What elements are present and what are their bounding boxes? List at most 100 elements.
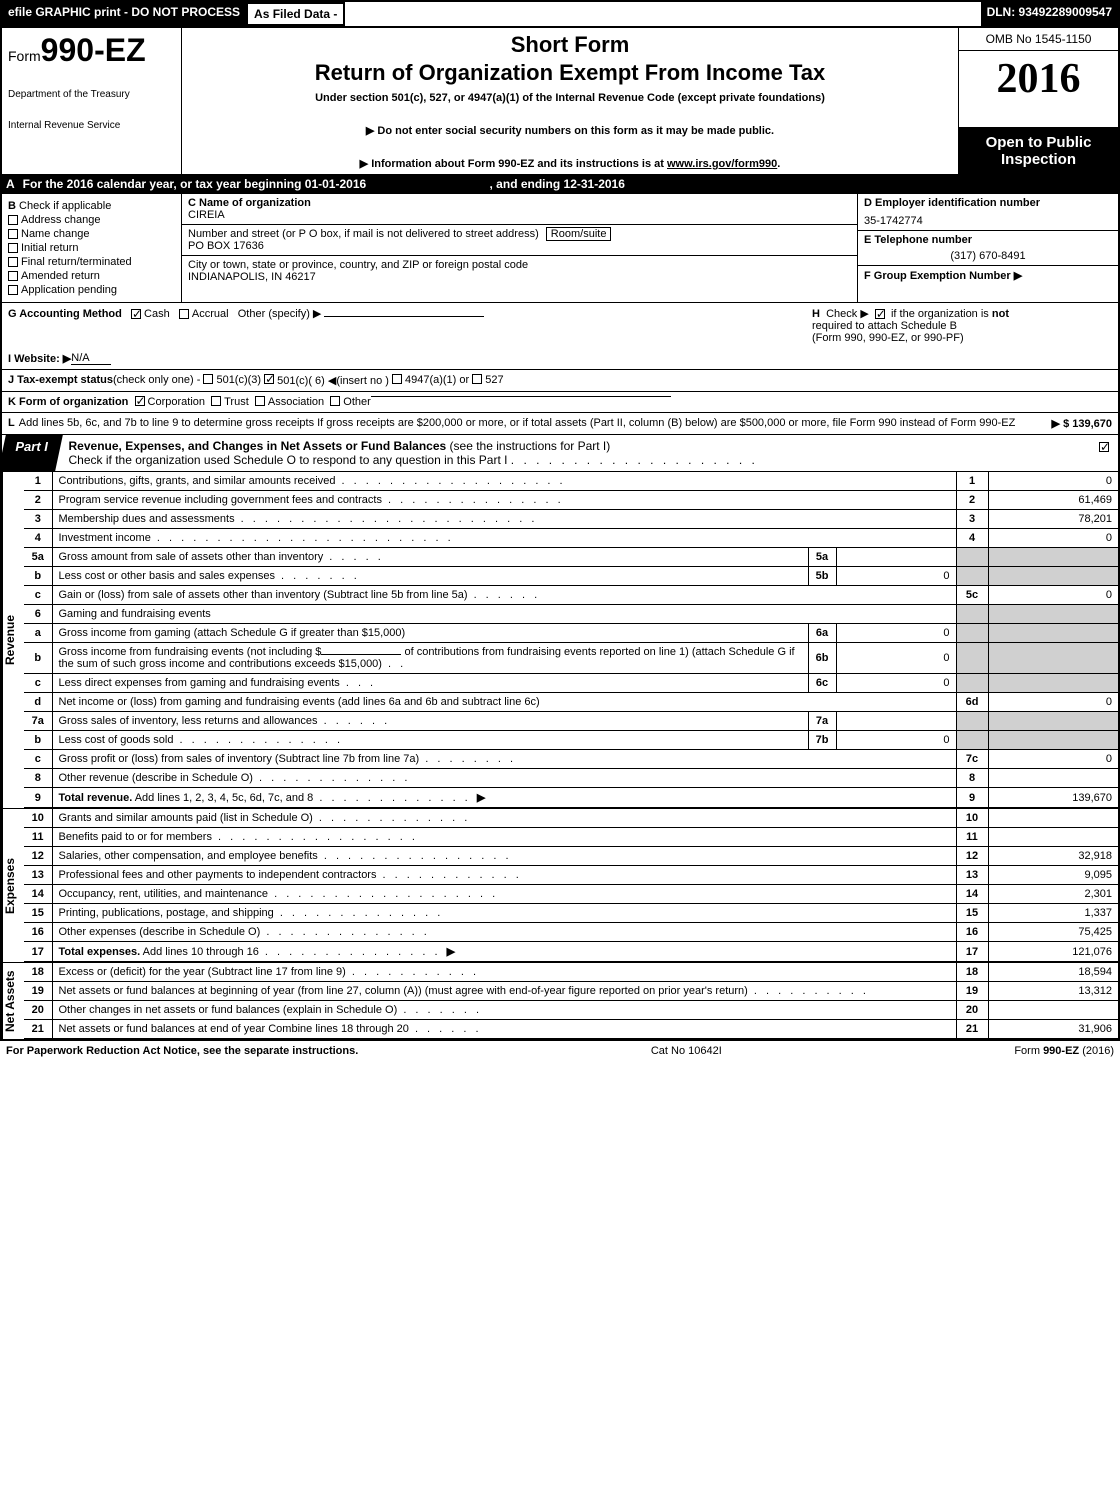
line-7c-box: 7c <box>956 750 988 769</box>
cb-schedule-b[interactable] <box>875 309 885 319</box>
line-12-num: 12 <box>24 847 52 866</box>
line-2-box: 2 <box>956 491 988 510</box>
line-8-num: 8 <box>24 769 52 788</box>
line-18-desc: Excess or (deficit) for the year (Subtra… <box>52 963 956 982</box>
cb-final-return[interactable]: Final return/terminated <box>8 256 175 268</box>
notice-2: ▶ Information about Form 990-EZ and its … <box>192 157 948 170</box>
col-c: C Name of organization CIREIA Number and… <box>182 194 858 302</box>
cb-corporation[interactable] <box>135 396 145 406</box>
notice-1: ▶ Do not enter social security numbers o… <box>192 124 948 137</box>
notice-link[interactable]: www.irs.gov/form990 <box>667 158 777 170</box>
cb-amended-return[interactable]: Amended return <box>8 270 175 282</box>
org-city-row: City or town, state or province, country… <box>182 256 857 286</box>
k-o3: Association <box>268 396 324 408</box>
line-15-box: 15 <box>956 904 988 923</box>
line-5c: c Gain or (loss) from sale of assets oth… <box>24 586 1118 605</box>
cb-application-pending[interactable]: Application pending <box>8 284 175 296</box>
part-1-sub: (see the instructions for Part I) <box>450 439 611 453</box>
line-13-val: 9,095 <box>988 866 1118 885</box>
k-o1: Corporation <box>148 396 205 408</box>
c-city-label: City or town, state or province, country… <box>188 259 851 271</box>
d-label: D Employer identification number <box>864 197 1112 209</box>
cb-final-return-label: Final return/terminated <box>21 256 132 268</box>
line-6c-subval: 0 <box>836 674 956 693</box>
top-bar: efile GRAPHIC print - DO NOT PROCESS As … <box>2 2 1118 28</box>
line-21-num: 21 <box>24 1020 52 1039</box>
k-o2: Trust <box>224 396 249 408</box>
cb-501c3[interactable] <box>203 374 213 384</box>
cb-4947[interactable] <box>392 374 402 384</box>
line-10-num: 10 <box>24 809 52 828</box>
cb-501c[interactable] <box>264 374 274 384</box>
g-label: G Accounting Method <box>8 308 122 320</box>
net-assets-side-label: Net Assets <box>2 963 24 1039</box>
col-def: D Employer identification number 35-1742… <box>858 194 1118 302</box>
line-4-desc: Investment income . . . . . . . . . . . … <box>52 529 956 548</box>
line-5a-box-grey <box>956 548 988 567</box>
short-form-title: Short Form <box>192 32 948 58</box>
k-label: K Form of organization <box>8 396 128 408</box>
line-6b: b Gross income from fundraising events (… <box>24 643 1118 674</box>
line-3-desc: Membership dues and assessments . . . . … <box>52 510 956 529</box>
cb-initial-return[interactable]: Initial return <box>8 242 175 254</box>
cb-other-org[interactable] <box>330 396 340 406</box>
cb-cash[interactable] <box>131 309 141 319</box>
line-18-num: 18 <box>24 963 52 982</box>
line-6d: d Net income or (loss) from gaming and f… <box>24 693 1118 712</box>
cash-label: Cash <box>144 308 170 320</box>
cb-527[interactable] <box>472 374 482 384</box>
part-1-tag: Part I <box>0 435 62 471</box>
line-6c: c Less direct expenses from gaming and f… <box>24 674 1118 693</box>
dots: . . . . . . . . . . . . . . . . . . . . <box>511 453 758 467</box>
part-1-tag-text: Part I <box>15 439 48 454</box>
line-7a-val-grey <box>988 712 1118 731</box>
line-6b-subval: 0 <box>836 643 956 674</box>
row-a: A For the 2016 calendar year, or tax yea… <box>2 175 1118 194</box>
line-13-desc: Professional fees and other payments to … <box>52 866 956 885</box>
part-1-title: Revenue, Expenses, and Changes in Net As… <box>67 435 1093 471</box>
k-o4: Other <box>343 396 371 408</box>
efile-label: efile GRAPHIC print - DO NOT PROCESS <box>2 2 246 26</box>
line-14-val: 2,301 <box>988 885 1118 904</box>
line-6d-num: d <box>24 693 52 712</box>
h-check: Check ▶ <box>826 308 869 320</box>
cb-initial-return-label: Initial return <box>21 242 78 254</box>
part-1-checkbox[interactable] <box>1093 435 1118 471</box>
other-org-line <box>371 396 671 397</box>
row-a-text: For the 2016 calendar year, or tax year … <box>19 175 1118 193</box>
line-14: 14 Occupancy, rent, utilities, and maint… <box>24 885 1118 904</box>
line-5a-subval <box>836 548 956 567</box>
line-14-num: 14 <box>24 885 52 904</box>
cb-association[interactable] <box>255 396 265 406</box>
line-19-num: 19 <box>24 982 52 1001</box>
org-name-row: C Name of organization CIREIA <box>182 194 857 225</box>
expenses-section: Expenses 10 Grants and similar amounts p… <box>2 809 1118 963</box>
line-13-num: 13 <box>24 866 52 885</box>
row-a-label: A <box>2 175 19 193</box>
line-6-box-grey <box>956 605 988 624</box>
footer: For Paperwork Reduction Act Notice, see … <box>0 1041 1120 1061</box>
line-7c-desc: Gross profit or (loss) from sales of inv… <box>52 750 956 769</box>
line-8-box: 8 <box>956 769 988 788</box>
line-4: 4 Investment income . . . . . . . . . . … <box>24 529 1118 548</box>
cb-address-change[interactable]: Address change <box>8 214 175 226</box>
line-1-val: 0 <box>988 472 1118 491</box>
cb-accrual[interactable] <box>179 309 189 319</box>
addr-label-text: Number and street (or P O box, if mail i… <box>188 228 539 240</box>
section-b-header: B Check if applicable <box>8 200 175 212</box>
form-prefix: Form <box>8 48 41 64</box>
line-12-box: 12 <box>956 847 988 866</box>
col-b: B Check if applicable Address change Nam… <box>2 194 182 302</box>
expenses-side-label: Expenses <box>2 809 24 962</box>
line-17-desc: Total expenses. Add lines 10 through 16 … <box>52 942 956 962</box>
row-k: K Form of organization Corporation Trust… <box>2 392 1118 413</box>
line-20-box: 20 <box>956 1001 988 1020</box>
line-6b-sub: 6b <box>808 643 836 674</box>
row-j: J Tax-exempt status (check only one) - 5… <box>2 370 1118 392</box>
cb-trust[interactable] <box>211 396 221 406</box>
line-6a-num: a <box>24 624 52 643</box>
revenue-side-label: Revenue <box>2 472 24 808</box>
line-7a-subval <box>836 712 956 731</box>
line-5b-num: b <box>24 567 52 586</box>
cb-name-change[interactable]: Name change <box>8 228 175 240</box>
